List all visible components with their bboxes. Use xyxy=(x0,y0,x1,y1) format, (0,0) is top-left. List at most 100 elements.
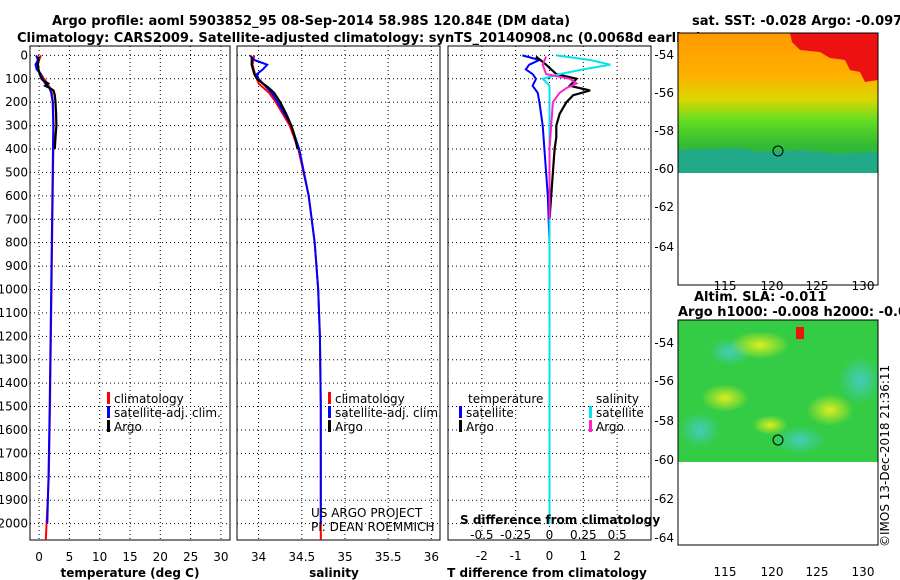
sla-map-title-1: Altim. SLA: -0.011 xyxy=(694,290,826,305)
sst-no-data xyxy=(678,173,878,285)
sla-lon-tick: 115 xyxy=(714,565,737,579)
legend-swatch-climatology xyxy=(328,392,331,404)
sla-map xyxy=(677,319,882,546)
sst-lat-tick: -62 xyxy=(654,200,674,214)
sla-lat-tick: -54 xyxy=(654,336,674,350)
depth-tick-label: 1900 xyxy=(0,493,28,507)
tick-layer: 0 5 10 15 20 25 30 34 34.5 35 35.5 36 -2 -1 0 1 2 -0.5 -0.… xyxy=(0,48,627,564)
sla-high-patch xyxy=(701,384,749,412)
depth-tick-label: 1300 xyxy=(0,353,28,367)
depth-tick-label: 700 xyxy=(5,212,28,226)
series-line-s-satellite xyxy=(540,54,611,524)
depth-tick-label: 1700 xyxy=(0,446,28,460)
s-tick-label: -0.25 xyxy=(500,528,531,542)
legend-label-s-argo: Argo xyxy=(596,420,624,434)
sst-lon-tick: 115 xyxy=(714,279,737,293)
series-line-climatology xyxy=(251,55,322,540)
depth-tick-label: 500 xyxy=(5,165,28,179)
depth-tick-label: 300 xyxy=(5,119,28,133)
legend-label-t-satellite: satellite xyxy=(466,406,514,420)
sst-cold-band xyxy=(678,148,878,173)
legend-swatch-argo xyxy=(328,420,331,432)
series-line-t-satellite xyxy=(522,54,551,524)
sst-map-title: sat. SST: -0.028 Argo: -0.097 xyxy=(692,14,900,29)
depth-tick-label: 900 xyxy=(5,259,28,273)
x-tick-label: 10 xyxy=(92,550,107,564)
sla-lat-tick: -62 xyxy=(654,492,674,506)
salinity-xlabel: salinity xyxy=(309,566,359,580)
imos-stamp: ©IMOS 13-Dec-2018 21:36:11 xyxy=(878,365,892,547)
x-tick-label: 35 xyxy=(337,550,352,564)
legend-label-argo: Argo xyxy=(114,420,142,434)
x-tick-label: 25 xyxy=(183,550,198,564)
sst-map-frame xyxy=(677,32,879,286)
series-line-t-argo xyxy=(535,55,591,220)
sla-lat-tick: -58 xyxy=(654,414,674,428)
series-line-satellite-adj-clim- xyxy=(34,55,55,524)
sla-high-patch xyxy=(752,415,788,435)
sla-map-title-2: Argo h1000: -0.008 h2000: -0.011 xyxy=(678,305,900,320)
sst-lat-tick: -54 xyxy=(654,48,674,62)
legend-label-t-argo: Argo xyxy=(466,420,494,434)
pi-credit: PI: DEAN ROEMMICH xyxy=(311,520,434,534)
sla-lat-tick: -56 xyxy=(654,374,674,388)
legend-title-salinity: salinity xyxy=(596,392,639,406)
legend-swatch-satellite xyxy=(328,406,331,418)
legend-label-s-satellite: satellite xyxy=(596,406,644,420)
legend-swatch-satellite xyxy=(107,406,110,418)
map-ticks: -54 -56 -58 -60 -62 -64 115 120 125 130 -54 -56 -58 -… xyxy=(654,48,874,579)
sla-no-data xyxy=(678,462,878,545)
title-line-1: Argo profile: aoml 5903852_95 08-Sep-201… xyxy=(52,14,570,29)
legend-title-temperature: temperature xyxy=(468,392,543,406)
temperature-legend: climatology satellite-adj. clim. Argo xyxy=(107,392,221,434)
depth-tick-label: 2000 xyxy=(0,517,28,531)
difference-xlabel: T difference from climatology xyxy=(447,566,647,580)
sst-lat-tick: -60 xyxy=(654,162,674,176)
depth-tick-label: 1800 xyxy=(0,470,28,484)
legend-swatch-s-satellite xyxy=(589,406,592,418)
depth-tick-label: 1400 xyxy=(0,376,28,390)
sst-map xyxy=(677,32,879,286)
legend-swatch-t-argo xyxy=(459,420,462,432)
depth-tick-label: 1200 xyxy=(0,329,28,343)
depth-tick-label: 800 xyxy=(5,236,28,250)
sla-lon-tick: 130 xyxy=(852,565,875,579)
x-tick-label: 34.5 xyxy=(288,550,315,564)
sla-low-patch xyxy=(680,412,720,448)
sst-lon-tick: 130 xyxy=(852,279,875,293)
depth-tick-label: 0 xyxy=(20,48,28,62)
sla-lon-tick: 125 xyxy=(806,565,829,579)
x-tick-label: 30 xyxy=(213,550,228,564)
legend-label-satellite: satellite-adj. clim. xyxy=(114,406,221,420)
sla-high-patch xyxy=(730,331,790,359)
x-tick-label: 2 xyxy=(613,549,621,563)
x-tick-label: 36 xyxy=(424,550,439,564)
s-difference-title: S difference from climatology xyxy=(460,513,660,527)
x-tick-label: 34 xyxy=(251,550,266,564)
title-line-2: Climatology: CARS2009. Satellite-adjuste… xyxy=(17,31,702,46)
x-tick-label: -2 xyxy=(476,549,488,563)
x-tick-label: 1 xyxy=(580,549,588,563)
s-tick-label: 0.5 xyxy=(608,528,627,542)
sst-lat-tick: -56 xyxy=(654,86,674,100)
depth-tick-label: 100 xyxy=(5,72,28,86)
s-tick-label: 0 xyxy=(546,528,554,542)
temperature-xlabel: temperature (deg C) xyxy=(61,566,200,580)
sla-high-patch xyxy=(806,394,854,426)
sla-lat-tick: -60 xyxy=(654,453,674,467)
x-tick-label: 0 xyxy=(35,550,43,564)
sla-lon-tick: 120 xyxy=(761,565,784,579)
sla-lat-tick: -64 xyxy=(654,531,674,545)
depth-tick-label: 1100 xyxy=(0,306,28,320)
sla-peak-patch xyxy=(796,327,804,339)
depth-tick-label: 1600 xyxy=(0,423,28,437)
salinity-axes xyxy=(236,45,441,541)
s-tick-label: 0.25 xyxy=(570,528,597,542)
sst-lat-tick: -64 xyxy=(654,240,674,254)
legend-label-argo: Argo xyxy=(335,420,363,434)
legend-swatch-argo xyxy=(107,420,110,432)
x-tick-label: 20 xyxy=(153,550,168,564)
depth-tick-label: 400 xyxy=(5,142,28,156)
grid-layer xyxy=(30,46,651,540)
